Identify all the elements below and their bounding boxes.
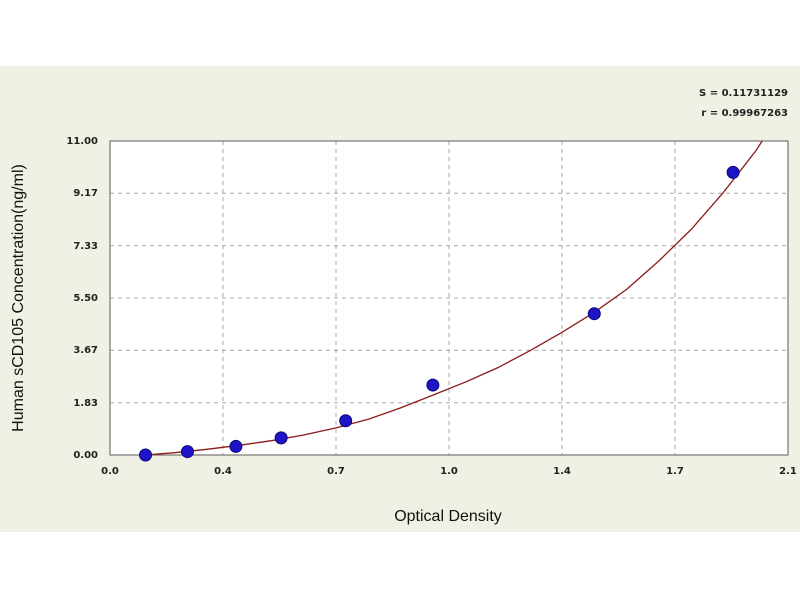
data-point <box>426 378 440 392</box>
y-tick-label: 3.67 <box>73 345 98 356</box>
stat-r-value: r = 0.99967263 <box>701 108 788 119</box>
x-tick-label: 0.0 <box>101 466 119 477</box>
y-tick-label: 5.50 <box>73 293 98 304</box>
data-point <box>726 165 740 179</box>
x-axis-title: Optical Density <box>394 508 502 525</box>
data-point <box>139 448 153 462</box>
y-tick-label: 9.17 <box>73 188 98 199</box>
axes: 0.0 0.4 0.7 1.0 1.4 1.7 2.1 0.00 1.83 3.67 5.50 7.3… <box>66 136 797 477</box>
x-tick-label: 1.7 <box>666 466 684 477</box>
y-tick-label: 0.00 <box>73 450 98 461</box>
x-tick-label: 1.0 <box>440 466 458 477</box>
x-tick-label: 0.4 <box>214 466 232 477</box>
y-tick-label: 11.00 <box>66 136 98 147</box>
x-tick-label: 0.7 <box>327 466 345 477</box>
y-axis-title: Human sCD105 Concentration(ng/ml) <box>10 164 27 432</box>
fit-curve <box>145 140 763 456</box>
data-point <box>339 414 353 428</box>
y-tick-label: 1.83 <box>73 398 98 409</box>
fit-curve-group <box>145 140 763 456</box>
stat-s-value: S = 0.11731129 <box>699 88 788 99</box>
data-point <box>229 439 243 453</box>
x-tick-label: 2.1 <box>779 466 797 477</box>
data-point <box>274 431 288 445</box>
data-points <box>139 165 740 462</box>
grid-lines <box>110 141 788 455</box>
x-tick-label: 1.4 <box>553 466 571 477</box>
plot-frame <box>109 140 789 456</box>
data-point <box>587 307 601 321</box>
y-tick-label: 7.33 <box>73 241 98 252</box>
data-point <box>180 445 194 459</box>
